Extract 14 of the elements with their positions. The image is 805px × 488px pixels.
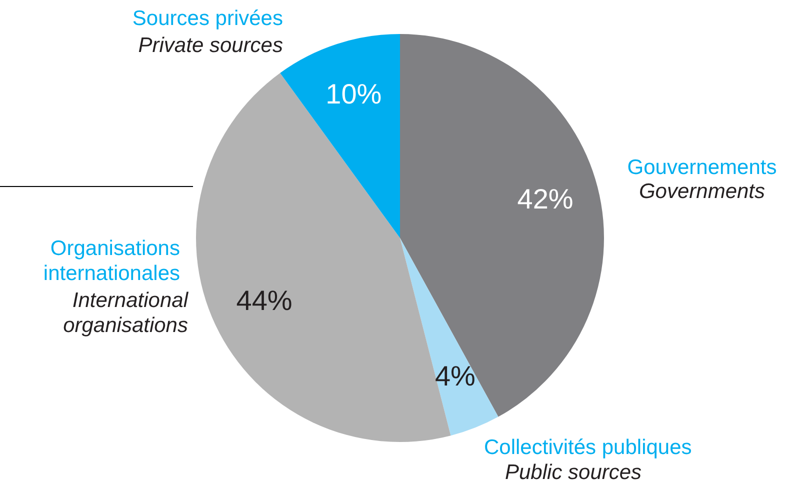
slice-label: Gouvernements [627,156,777,179]
data-label: 42% [517,184,574,215]
pie-slice [400,34,604,417]
pie-slice [400,238,498,436]
text: Governments [638,180,766,203]
data-label: 44% [236,284,292,316]
text: Private sources [138,34,284,57]
data-label: 4% [434,360,476,392]
text: International organisations [63,289,190,337]
slice-label: Collectivités publiques [484,436,692,459]
text: Public sources [505,461,642,484]
slice-label: Organisations internationales [43,237,180,285]
slice-label: Sources privées [132,7,283,30]
data-label: 10% [326,78,382,110]
